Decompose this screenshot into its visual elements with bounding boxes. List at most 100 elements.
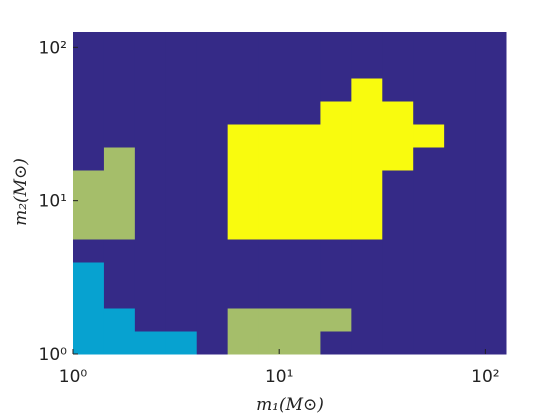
cell	[103, 262, 136, 286]
cell	[444, 101, 476, 125]
cell	[444, 239, 476, 263]
cell	[382, 285, 414, 309]
cell	[103, 101, 136, 125]
x-tick-label: 10²	[471, 367, 499, 387]
cell	[382, 101, 414, 125]
y-tick-label: 10¹	[39, 192, 67, 212]
cell	[320, 285, 352, 309]
y-tick-label: 10²	[39, 38, 67, 58]
cell	[73, 32, 105, 56]
cell	[103, 239, 136, 263]
cell	[320, 308, 352, 332]
cell	[73, 147, 105, 171]
cell	[196, 239, 229, 263]
cell	[289, 193, 321, 217]
cell	[382, 170, 414, 194]
cell	[382, 32, 414, 56]
cell	[382, 147, 414, 171]
cell	[165, 239, 198, 263]
cell	[227, 216, 260, 240]
cell	[227, 285, 260, 309]
cell	[413, 285, 445, 309]
cell	[320, 32, 352, 56]
cell	[475, 147, 507, 171]
cell	[444, 170, 476, 194]
cell	[351, 124, 383, 148]
cell	[351, 170, 383, 194]
cell	[444, 55, 476, 79]
cell	[289, 262, 321, 286]
cell	[289, 170, 321, 194]
cell	[134, 170, 167, 194]
cell	[258, 193, 290, 217]
cell	[475, 216, 507, 240]
x-axis-label: m₁(M⊙)	[256, 395, 324, 415]
cell	[258, 124, 290, 148]
cell	[73, 124, 105, 148]
cell	[196, 170, 229, 194]
cell	[413, 147, 445, 171]
cell	[320, 331, 352, 355]
cell	[134, 285, 167, 309]
cell	[320, 170, 352, 194]
cell	[289, 55, 321, 79]
cell	[103, 170, 136, 194]
cell	[351, 308, 383, 332]
cell	[134, 308, 167, 332]
cell	[258, 55, 290, 79]
cell	[196, 101, 229, 125]
cell	[73, 101, 105, 125]
cell	[258, 262, 290, 286]
cell	[103, 32, 136, 56]
cell	[196, 285, 229, 309]
cell	[289, 285, 321, 309]
cell	[320, 193, 352, 217]
cell	[289, 101, 321, 125]
cell	[134, 32, 167, 56]
cell	[320, 78, 352, 102]
cell	[73, 308, 105, 332]
cell	[258, 216, 290, 240]
cell	[475, 308, 507, 332]
cell	[165, 285, 198, 309]
cell	[444, 262, 476, 286]
cell	[351, 55, 383, 79]
cell	[382, 331, 414, 355]
cell	[134, 101, 167, 125]
cell	[165, 193, 198, 217]
cell	[165, 55, 198, 79]
cell	[444, 331, 476, 355]
cell	[196, 55, 229, 79]
cell	[134, 124, 167, 148]
cell	[73, 193, 105, 217]
cell	[475, 239, 507, 263]
cell	[413, 308, 445, 332]
cell	[196, 147, 229, 171]
cell	[134, 331, 167, 355]
cell	[165, 101, 198, 125]
cell	[134, 262, 167, 286]
cell	[227, 239, 260, 263]
cell	[165, 32, 198, 56]
cell	[475, 170, 507, 194]
cell	[382, 308, 414, 332]
cell	[413, 124, 445, 148]
cell	[73, 331, 105, 355]
cell	[227, 331, 260, 355]
cell	[258, 147, 290, 171]
cell	[413, 193, 445, 217]
cell	[475, 331, 507, 355]
cell	[444, 193, 476, 217]
cell	[227, 308, 260, 332]
cell	[351, 78, 383, 102]
cell	[289, 331, 321, 355]
cell	[289, 32, 321, 56]
cell	[165, 308, 198, 332]
cell	[444, 32, 476, 56]
cell	[196, 78, 229, 102]
cell	[258, 32, 290, 56]
cell	[444, 285, 476, 309]
cell	[475, 193, 507, 217]
cell	[475, 262, 507, 286]
cell	[103, 308, 136, 332]
